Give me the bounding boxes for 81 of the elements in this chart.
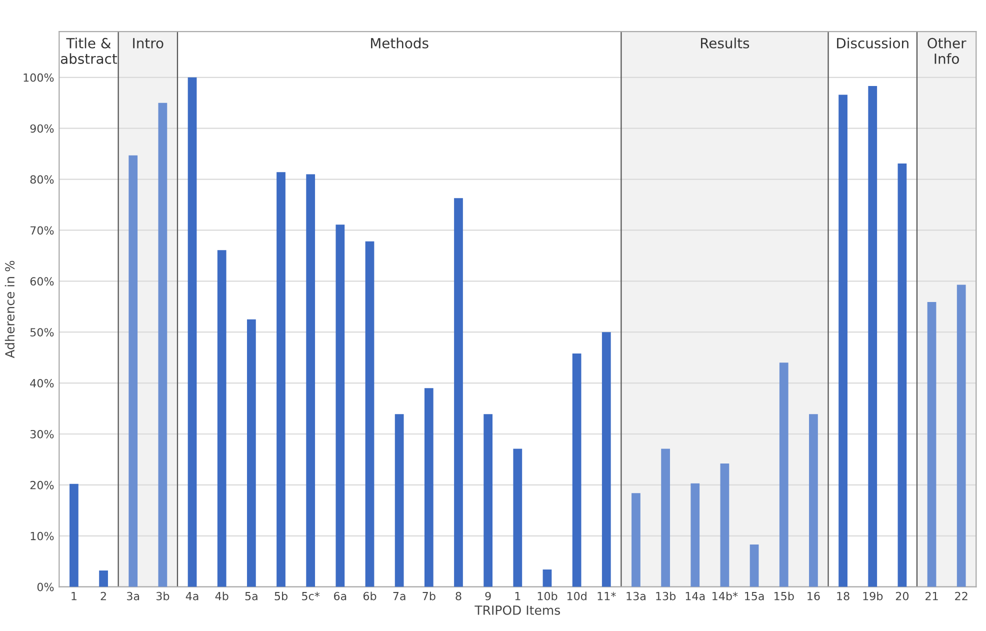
x-tick-label: 3a bbox=[127, 592, 140, 600]
y-axis-title: Adherence in % bbox=[4, 260, 15, 358]
x-tick-label: 10d bbox=[567, 592, 586, 600]
x-tick-label: 9 bbox=[485, 592, 491, 600]
x-tick-label: 2 bbox=[100, 592, 106, 600]
x-tick-label: 18 bbox=[837, 592, 850, 600]
bar bbox=[158, 102, 168, 587]
bar bbox=[750, 544, 759, 587]
annotation: Discussion bbox=[837, 38, 908, 48]
x-tick-label: 4b bbox=[215, 592, 228, 600]
y-tick-label: 80% bbox=[30, 175, 54, 184]
bar bbox=[956, 284, 966, 587]
x-tick-label: 6a bbox=[334, 592, 346, 600]
bar bbox=[99, 570, 108, 587]
bar bbox=[602, 332, 611, 587]
x-tick-label: 1 bbox=[515, 592, 520, 600]
bar bbox=[868, 86, 878, 587]
x-tick-label: 1 bbox=[72, 592, 76, 600]
x-axis-title: TRIPOD Items bbox=[474, 605, 560, 615]
x-tick-label: 7a bbox=[393, 592, 406, 600]
x-tick-label: 16 bbox=[808, 592, 820, 600]
bar bbox=[394, 414, 404, 587]
bar bbox=[542, 570, 552, 587]
y-tick-label: 90% bbox=[30, 124, 54, 133]
y-tick-label: 100% bbox=[24, 73, 54, 82]
band-label: Other Info bbox=[928, 38, 966, 64]
x-tick-label: 4a bbox=[186, 592, 198, 600]
y-tick-label: 0% bbox=[37, 582, 54, 592]
bar bbox=[838, 94, 848, 587]
bar bbox=[927, 302, 936, 587]
bar bbox=[779, 362, 788, 587]
bar bbox=[306, 174, 316, 587]
y-tick-label: 50% bbox=[30, 328, 54, 336]
annotation: Methods bbox=[371, 38, 428, 48]
annotation: Title & abstract bbox=[60, 38, 118, 64]
x-tick-label: 8 bbox=[456, 592, 462, 600]
bar bbox=[246, 319, 256, 587]
x-tick-label: 7b bbox=[422, 592, 436, 600]
bar bbox=[276, 172, 286, 587]
x-tick-label: 10b bbox=[538, 592, 558, 600]
x-tick-label: 5a bbox=[245, 592, 258, 600]
y-tick-label: 10% bbox=[30, 532, 54, 540]
y-tick-label: 20% bbox=[30, 480, 54, 490]
bar bbox=[217, 250, 226, 587]
bar bbox=[484, 414, 493, 587]
x-tick-label: 6b bbox=[363, 592, 376, 600]
bar bbox=[661, 448, 670, 587]
y-tick-label: 40% bbox=[30, 379, 54, 388]
x-tick-label: 21 bbox=[926, 592, 938, 600]
bar bbox=[365, 241, 374, 587]
bar bbox=[898, 163, 907, 587]
x-tick-label: 5b bbox=[274, 592, 288, 600]
y-tick-label: 60% bbox=[30, 277, 54, 286]
bar bbox=[424, 388, 434, 587]
bar bbox=[336, 224, 345, 587]
x-tick-label: 15b bbox=[774, 592, 794, 600]
bar bbox=[690, 483, 700, 587]
x-tick-label: 15a bbox=[745, 592, 764, 600]
x-tick-label: 14a bbox=[686, 592, 705, 600]
bar bbox=[572, 354, 582, 587]
x-tick-label: 3b bbox=[156, 592, 170, 600]
band-label: Intro bbox=[133, 38, 164, 48]
band-label: Results bbox=[701, 38, 750, 48]
bar bbox=[809, 414, 818, 587]
bar bbox=[188, 77, 197, 587]
bar bbox=[632, 493, 640, 587]
x-tick-label: 5c* bbox=[302, 592, 320, 600]
x-tick-label: 13a bbox=[626, 592, 646, 600]
x-tick-label: 14b* bbox=[712, 592, 738, 600]
bar bbox=[720, 464, 730, 587]
x-tick-label: 13b bbox=[656, 592, 676, 600]
x-tick-label: 22 bbox=[955, 592, 968, 600]
bar bbox=[128, 155, 138, 587]
x-tick-label: 11* bbox=[598, 592, 616, 600]
bar bbox=[454, 198, 463, 587]
x-tick-label: 20 bbox=[896, 592, 909, 600]
y-tick-label: 30% bbox=[30, 430, 54, 438]
bar bbox=[70, 484, 78, 587]
y-tick-label: 70% bbox=[30, 226, 54, 235]
bar bbox=[513, 448, 522, 587]
x-tick-label: 19b bbox=[863, 592, 883, 600]
